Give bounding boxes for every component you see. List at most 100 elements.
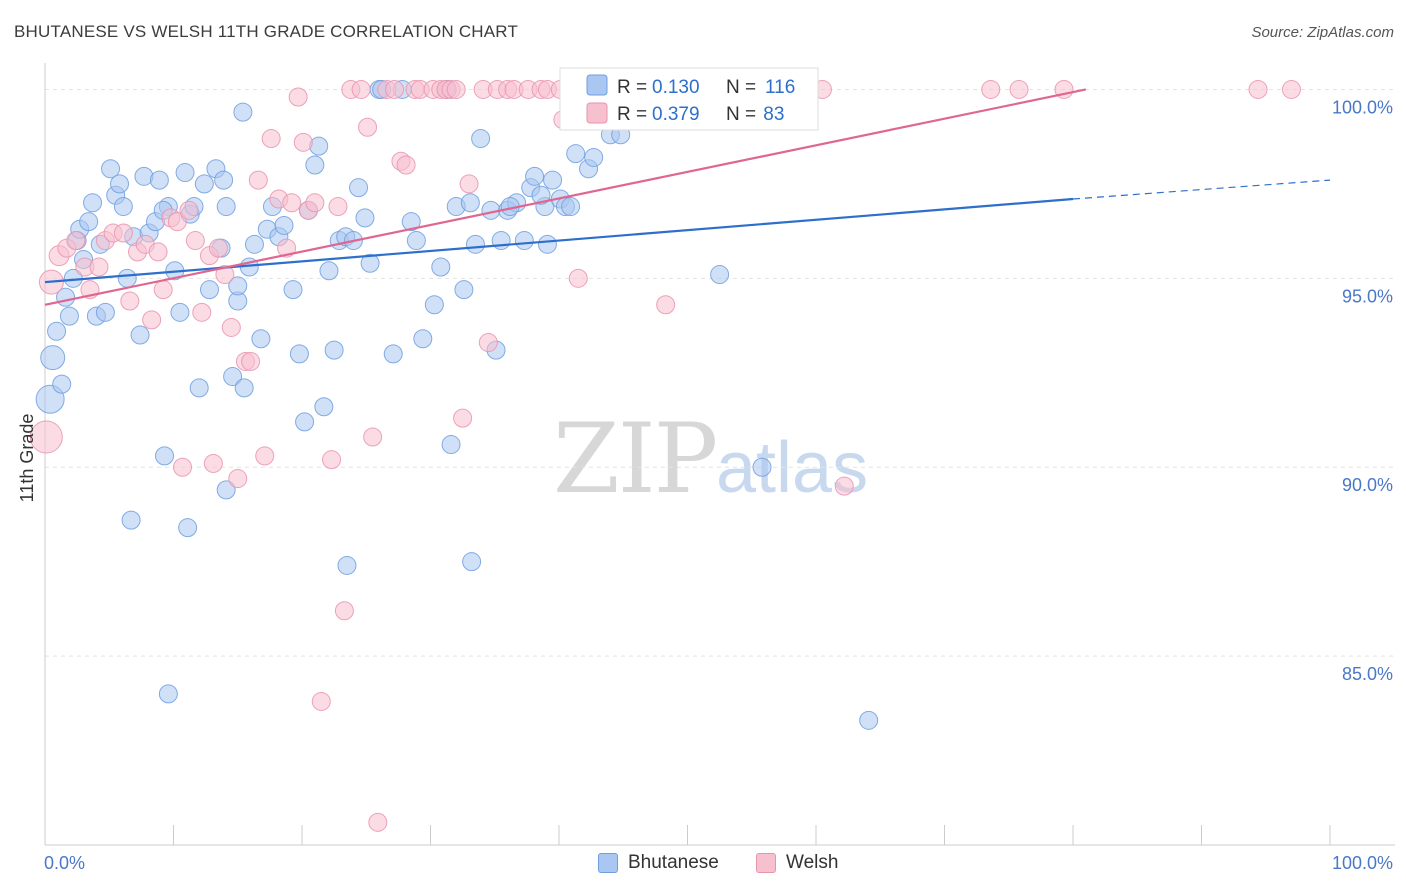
- bhutanese-point: [295, 412, 315, 432]
- legend-r-label: R =: [617, 77, 647, 98]
- welsh-point: [241, 351, 261, 371]
- legend-r-welsh: 0.379: [652, 104, 700, 125]
- bhutanese-point: [40, 345, 66, 371]
- bhutanese-point: [337, 555, 357, 575]
- bhutanese-point: [121, 510, 141, 530]
- welsh-point: [446, 79, 466, 99]
- bhutanese-point: [460, 193, 480, 213]
- welsh-point: [293, 132, 313, 152]
- welsh-point: [185, 231, 205, 251]
- welsh-point: [459, 174, 479, 194]
- welsh-point: [172, 457, 192, 477]
- welsh-point: [396, 155, 416, 175]
- bhutanese-point: [199, 280, 219, 300]
- bhutanese-point: [113, 197, 133, 217]
- welsh-point: [478, 333, 498, 353]
- bhutanese-point: [149, 170, 169, 190]
- bhutanese-point: [431, 257, 451, 277]
- bhutanese-point: [274, 215, 294, 235]
- bhutanese-point: [314, 397, 334, 417]
- y-tick-label: 100.0%: [1332, 97, 1393, 117]
- bottom-legend-label-bhutanese: Bhutanese: [628, 852, 719, 873]
- welsh-point: [192, 302, 212, 322]
- welsh-point: [148, 242, 168, 262]
- tick-labels: 85.0% 90.0% 95.0% 100.0% 0.0% 100.0%: [44, 97, 1393, 873]
- welsh-point: [153, 280, 173, 300]
- welsh-point: [385, 79, 405, 99]
- welsh-point: [208, 238, 228, 258]
- bhutanese-point: [178, 518, 198, 538]
- y-tick-label: 85.0%: [1342, 664, 1393, 684]
- bhutanese-point: [158, 684, 178, 704]
- bhutanese-point: [710, 265, 730, 285]
- welsh-point: [277, 238, 297, 258]
- legend-swatch-bhutanese: [586, 74, 608, 96]
- welsh-point: [334, 601, 354, 621]
- welsh-point: [29, 420, 63, 454]
- bhutanese-point: [491, 231, 511, 251]
- legend-r-bhutanese: 0.130: [652, 77, 700, 98]
- bottom-legend-swatch-bhutanese: [598, 853, 618, 873]
- bottom-legend-bhutanese: Bhutanese: [598, 852, 719, 874]
- bhutanese-point: [47, 321, 67, 341]
- welsh-point: [167, 212, 187, 232]
- bhutanese-point: [216, 480, 236, 500]
- welsh-point: [358, 117, 378, 137]
- welsh-point: [215, 265, 235, 285]
- bhutanese-point: [110, 174, 130, 194]
- bhutanese-point: [117, 268, 137, 288]
- bhutanese-point: [223, 367, 243, 387]
- bhutanese-point: [95, 302, 115, 322]
- watermark-zip: ZIP: [553, 403, 716, 515]
- chart-title: BHUTANESE VS WELSH 11TH GRADE CORRELATIO…: [14, 22, 519, 41]
- bhutanese-point: [194, 174, 214, 194]
- bottom-legend-welsh: Welsh: [756, 852, 838, 874]
- bhutanese-point: [234, 378, 254, 398]
- bhutanese-point: [383, 344, 403, 364]
- welsh-point: [311, 691, 331, 711]
- bhutanese-point: [83, 193, 103, 213]
- welsh-point: [328, 197, 348, 217]
- bhutanese-point: [566, 144, 586, 164]
- bhutanese-point: [406, 231, 426, 251]
- welsh-point: [656, 295, 676, 315]
- bhutanese-point: [79, 212, 99, 232]
- bhutanese-point: [283, 280, 303, 300]
- bhutanese-point: [441, 435, 461, 455]
- watermark-atlas: atlas: [716, 428, 868, 508]
- bhutanese-point: [360, 253, 380, 273]
- welsh-point: [1009, 79, 1029, 99]
- bhutanese-point: [462, 552, 482, 572]
- legend-swatch-welsh: [586, 102, 608, 124]
- legend: R = 0.130 N = 116 R = 0.379 N = 83: [559, 67, 819, 131]
- bhutanese-point: [454, 280, 474, 300]
- x-tick-label: 0.0%: [44, 853, 85, 873]
- bhutanese-point: [101, 159, 121, 179]
- legend-n-label: N =: [726, 104, 756, 125]
- bhutanese-trend-extension: [1072, 179, 1331, 200]
- bhutanese-point: [471, 129, 491, 149]
- bhutanese-point: [465, 234, 485, 254]
- bhutanese-point: [216, 197, 236, 217]
- bhutanese-point: [543, 170, 563, 190]
- bhutanese-point: [413, 329, 433, 349]
- welsh-point: [255, 446, 275, 466]
- welsh-point: [305, 193, 325, 213]
- legend-n-label: N =: [726, 77, 756, 98]
- bhutanese-point: [155, 446, 175, 466]
- bhutanese-point: [305, 155, 325, 175]
- y-tick-label: 90.0%: [1342, 475, 1393, 495]
- bhutanese-point: [752, 457, 772, 477]
- bhutanese-point: [349, 178, 369, 198]
- x-tick-label: 100.0%: [1332, 853, 1393, 873]
- bhutanese-point: [531, 185, 551, 205]
- y-axis-label: 11th Grade: [17, 414, 37, 503]
- bhutanese-point: [214, 170, 234, 190]
- welsh-point: [363, 427, 383, 447]
- legend-r-label: R =: [617, 104, 647, 125]
- bhutanese-point: [189, 378, 209, 398]
- bhutanese-point: [561, 197, 581, 217]
- welsh-point: [288, 87, 308, 107]
- welsh-point: [1248, 79, 1268, 99]
- welsh-point: [981, 79, 1001, 99]
